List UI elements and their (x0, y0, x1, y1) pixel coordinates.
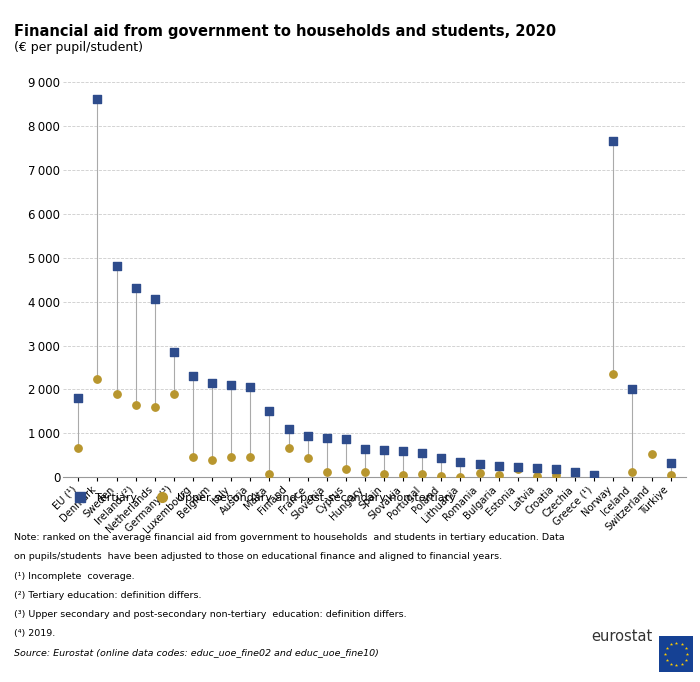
Text: Note: ranked on the average financial aid from government to households  and stu: Note: ranked on the average financial ai… (14, 533, 565, 542)
Point (245, 382, 256, 393)
Point (283, 424, 294, 434)
Point (665, 458, 676, 469)
Point (130, 283, 141, 294)
Point (321, 432, 332, 443)
Point (73, 442, 84, 453)
Point (627, 384, 638, 395)
Point (398, 469, 409, 480)
Text: (³) Upper secondary and post-secondary non-tertiary  education: definition diffe: (³) Upper secondary and post-secondary n… (14, 610, 407, 619)
Point (589, 470, 600, 481)
Point (73, 393, 84, 404)
Text: Financial aid from government to households and students, 2020: Financial aid from government to househo… (14, 24, 556, 39)
Point (206, 377, 218, 388)
Point (474, 459, 485, 470)
Point (379, 445, 390, 456)
Point (130, 400, 141, 411)
Point (570, 466, 581, 477)
Point (436, 471, 447, 481)
Point (321, 466, 332, 477)
Point (264, 406, 275, 417)
Point (398, 446, 409, 457)
Point (245, 451, 256, 462)
Point (455, 471, 466, 482)
Point (168, 346, 179, 357)
Point (416, 447, 428, 458)
Point (149, 294, 160, 305)
Point (225, 451, 237, 462)
Point (493, 460, 504, 471)
Text: Source: Eurostat (online data codes: educ_uoe_fine02 and educ_uoe_fine10): Source: Eurostat (online data codes: edu… (14, 648, 379, 657)
Point (168, 389, 179, 400)
Text: eurostat: eurostat (592, 629, 652, 644)
Legend: Tertiary, Upper secondary and post-secondary non-tertiary: Tertiary, Upper secondary and post-secon… (69, 493, 456, 503)
Text: (⁴) 2019.: (⁴) 2019. (14, 629, 55, 638)
Point (570, 466, 581, 477)
Point (436, 452, 447, 463)
Point (359, 466, 370, 477)
Point (206, 455, 218, 466)
Point (474, 468, 485, 479)
Point (531, 471, 542, 481)
Point (455, 456, 466, 467)
Point (608, 136, 619, 147)
Point (283, 442, 294, 453)
Text: (€ per pupil/student): (€ per pupil/student) (14, 41, 143, 54)
Text: (²) Tertiary education: definition differs.: (²) Tertiary education: definition diffe… (14, 591, 202, 599)
Point (665, 469, 676, 480)
Point (225, 380, 237, 391)
Text: (¹) Incomplete  coverage.: (¹) Incomplete coverage. (14, 572, 134, 580)
Point (379, 469, 390, 479)
Point (512, 464, 524, 475)
Point (512, 462, 524, 473)
Point (550, 464, 561, 475)
Point (550, 470, 561, 481)
Point (92, 94, 103, 105)
Point (264, 469, 275, 479)
Point (627, 466, 638, 477)
Point (531, 462, 542, 473)
Point (646, 449, 657, 460)
Point (188, 371, 199, 382)
Point (111, 389, 122, 400)
Point (302, 430, 313, 441)
Text: on pupils/students  have been adjusted to those on educational finance and align: on pupils/students have been adjusted to… (14, 552, 502, 561)
Point (493, 470, 504, 481)
Point (359, 443, 370, 454)
Point (92, 373, 103, 384)
Point (111, 261, 122, 272)
Point (340, 463, 351, 474)
Point (589, 469, 600, 480)
Point (416, 469, 428, 479)
Point (302, 452, 313, 463)
Point (149, 402, 160, 413)
Point (340, 434, 351, 445)
Point (188, 451, 199, 462)
Point (608, 369, 619, 380)
